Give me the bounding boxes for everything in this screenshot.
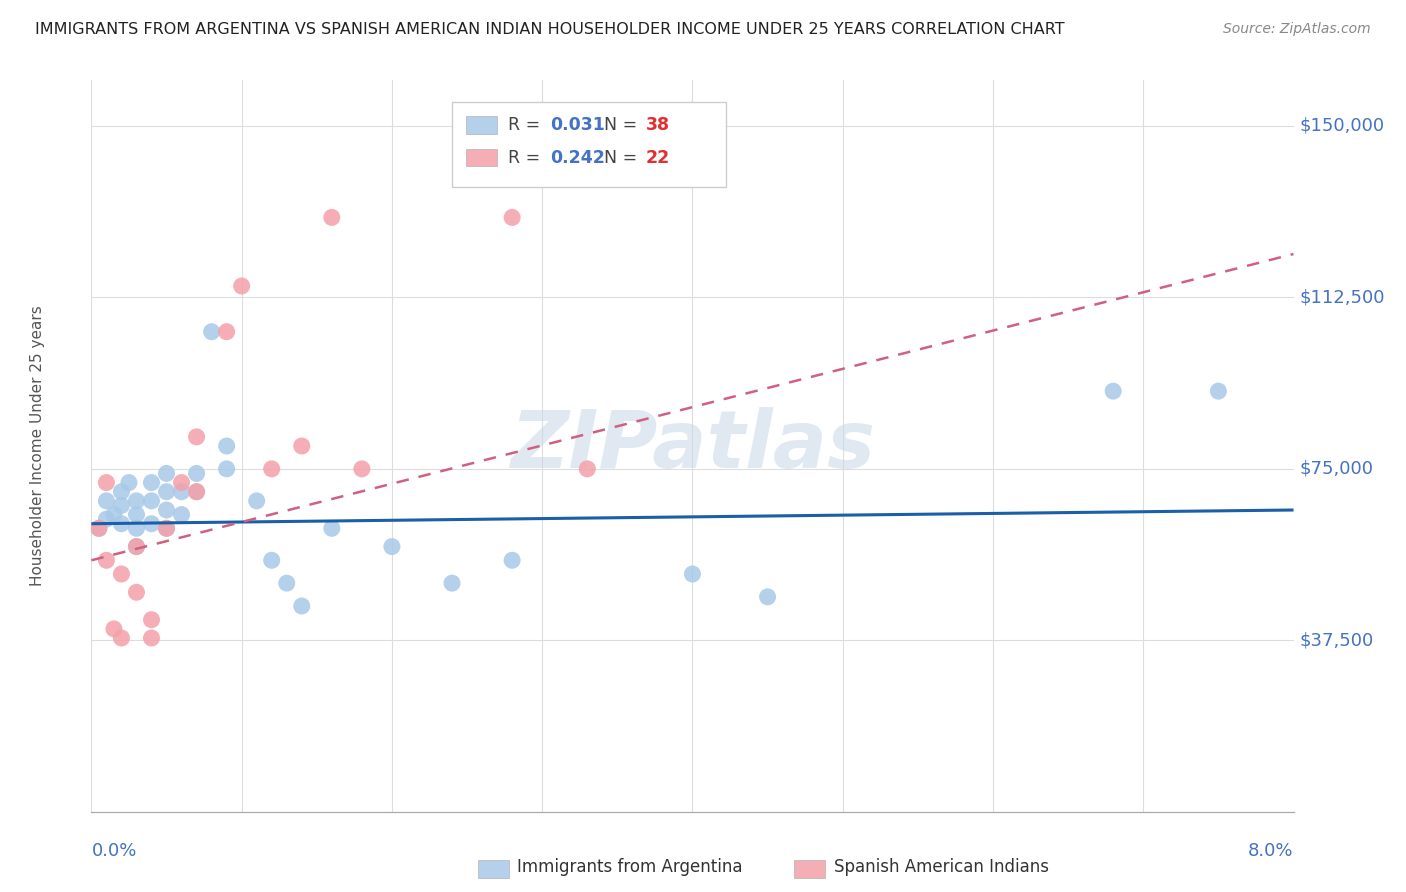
Point [260,553,283,567]
Point [155,503,177,517]
Point [381,540,404,554]
Text: $150,000: $150,000 [1299,117,1385,135]
Point [681,567,703,582]
Point [1102,384,1125,398]
Point [125,493,148,508]
Point [291,599,314,613]
Text: $37,500: $37,500 [1299,632,1374,649]
Text: R =: R = [509,117,546,135]
Point [201,325,224,339]
Point [501,553,523,567]
Point [321,521,343,535]
Text: 22: 22 [647,149,671,167]
Point [96,493,118,508]
Point [291,439,314,453]
Point [186,484,208,499]
Text: Immigrants from Argentina: Immigrants from Argentina [517,858,742,876]
Point [110,484,132,499]
Point [215,462,238,476]
Point [155,484,177,499]
Point [1208,384,1230,398]
Point [87,521,110,535]
Point [276,576,298,591]
Text: N =: N = [605,149,643,167]
Point [125,540,148,554]
Text: R =: R = [509,149,546,167]
Point [350,462,373,476]
Point [96,475,118,490]
Point [125,521,148,535]
Text: N =: N = [605,117,643,135]
Point [103,508,125,522]
Point [141,475,163,490]
Text: 0.031: 0.031 [551,117,606,135]
Text: 38: 38 [647,117,671,135]
Text: ZIPatlas: ZIPatlas [510,407,875,485]
Point [170,475,193,490]
Point [110,516,132,531]
Point [215,439,238,453]
Point [576,462,599,476]
Text: Householder Income Under 25 years: Householder Income Under 25 years [30,306,45,586]
Point [440,576,463,591]
Point [141,493,163,508]
Point [141,631,163,645]
Point [141,516,163,531]
Point [110,499,132,513]
Text: $112,500: $112,500 [1299,288,1385,307]
Text: Spanish American Indians: Spanish American Indians [834,858,1049,876]
Point [125,540,148,554]
Text: 8.0%: 8.0% [1249,842,1294,860]
Point [155,521,177,535]
Point [321,211,343,225]
Text: IMMIGRANTS FROM ARGENTINA VS SPANISH AMERICAN INDIAN HOUSEHOLDER INCOME UNDER 25: IMMIGRANTS FROM ARGENTINA VS SPANISH AME… [35,22,1064,37]
Point [118,475,141,490]
Point [186,430,208,444]
Point [260,462,283,476]
Text: 0.242: 0.242 [551,149,606,167]
Point [96,512,118,526]
Point [170,508,193,522]
Point [96,553,118,567]
Text: 0.0%: 0.0% [91,842,136,860]
Point [186,467,208,481]
Point [231,279,253,293]
Point [155,467,177,481]
Point [110,631,132,645]
Point [87,521,110,535]
Point [103,622,125,636]
Point [155,521,177,535]
Point [501,211,523,225]
Point [110,567,132,582]
Point [246,493,269,508]
Point [186,484,208,499]
Point [125,585,148,599]
Point [756,590,779,604]
Point [170,484,193,499]
Point [141,613,163,627]
Text: $75,000: $75,000 [1299,460,1374,478]
Point [215,325,238,339]
Point [125,508,148,522]
Text: Source: ZipAtlas.com: Source: ZipAtlas.com [1223,22,1371,37]
